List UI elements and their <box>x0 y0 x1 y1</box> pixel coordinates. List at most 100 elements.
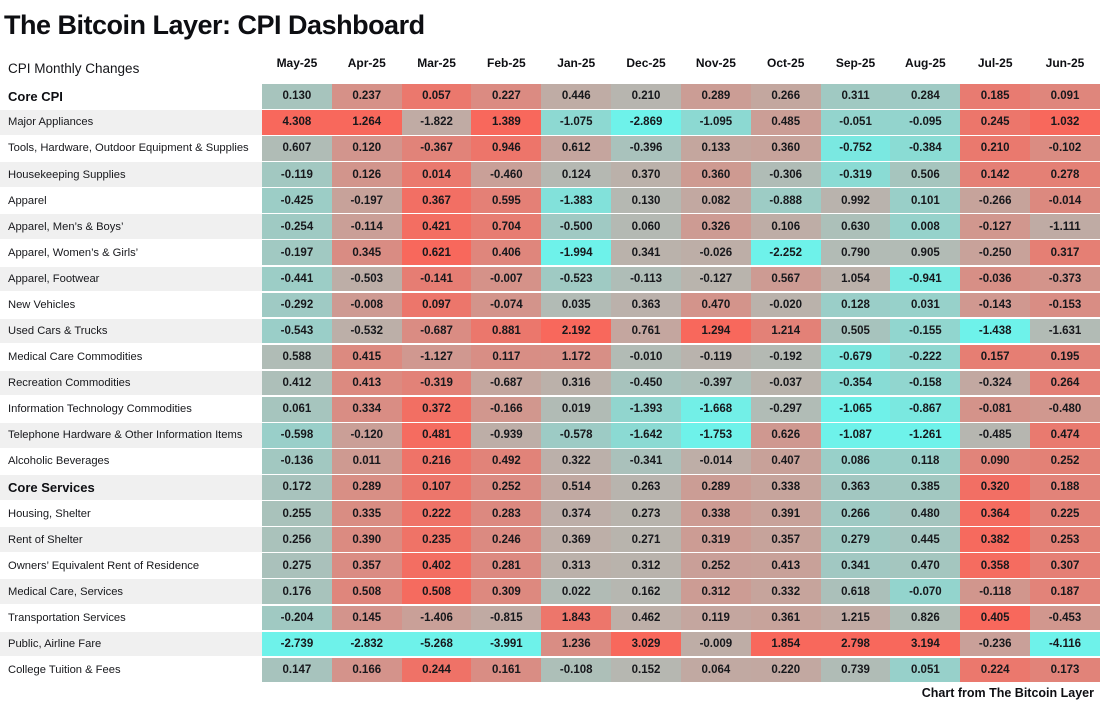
heatmap-cell: 0.618 <box>820 579 891 605</box>
column-header: Jan-25 <box>557 56 596 70</box>
heatmap-cell: 0.130 <box>611 188 681 213</box>
heatmap-cell: -0.319 <box>820 162 891 187</box>
heatmap-cell: 0.210 <box>960 136 1031 161</box>
table-row: Public, Airline Fare -2.739 -2.832 -5.268 -3… <box>0 631 1100 657</box>
heatmap-cell: -1.383 <box>541 188 612 213</box>
heatmap-cell: 0.264 <box>1030 370 1100 396</box>
heatmap-cell: -0.485 <box>960 423 1031 448</box>
heatmap-cell: 0.826 <box>890 605 961 631</box>
heatmap-cell: -0.578 <box>541 423 612 448</box>
column-header: Mar-25 <box>417 56 456 70</box>
heatmap-cell: 0.413 <box>750 553 821 578</box>
heatmap-cell: 0.621 <box>401 240 472 266</box>
row-label: Major Appliances <box>0 110 262 135</box>
heatmap-cell: -0.598 <box>262 423 332 448</box>
heatmap-cell: -0.127 <box>960 214 1031 239</box>
heatmap-cell: 0.364 <box>960 501 1031 526</box>
heatmap-cell: 0.369 <box>541 527 612 552</box>
heatmap-cell: 0.256 <box>262 527 332 552</box>
heatmap-cell: 0.216 <box>401 449 472 474</box>
heatmap-cell: -1.822 <box>401 110 472 135</box>
table-row: Owners’ Equivalent Rent of Residence 0.27… <box>0 553 1100 578</box>
heatmap-cell: 0.508 <box>331 579 402 605</box>
heatmap-cell: -0.815 <box>471 605 542 631</box>
heatmap-cell: 0.761 <box>611 318 681 344</box>
heatmap-cell: 0.237 <box>331 84 402 109</box>
heatmap-cell: -0.292 <box>262 292 332 318</box>
heatmap-cell: -2.869 <box>611 110 681 135</box>
heatmap-cell: 0.607 <box>262 136 332 161</box>
heatmap-cell: -0.523 <box>541 266 612 292</box>
heatmap-cell: -1.642 <box>611 423 681 448</box>
heatmap-cell: 0.147 <box>262 657 332 683</box>
column-header: Feb-25 <box>487 56 526 70</box>
heatmap-cell: -0.108 <box>541 657 612 683</box>
heatmap-cell: 1.389 <box>471 110 542 135</box>
row-label: Tools, Hardware, Outdoor Equipment & Sup… <box>8 142 249 155</box>
heatmap-cell: -0.166 <box>471 396 542 422</box>
heatmap-cell: 0.246 <box>471 527 542 552</box>
heatmap-cell: -1.261 <box>890 423 961 448</box>
heatmap-cell: 0.119 <box>680 605 751 631</box>
heatmap-cell: 0.357 <box>750 527 821 552</box>
heatmap-cell: 0.338 <box>680 501 751 526</box>
row-label: New Vehicles <box>8 298 76 311</box>
row-label: Used Cars & Trucks <box>0 318 262 344</box>
heatmap-cell: 0.402 <box>401 553 472 578</box>
heatmap-cell: -0.752 <box>820 136 891 161</box>
heatmap-cell: -0.136 <box>262 449 332 474</box>
heatmap-cell: 0.630 <box>820 214 891 239</box>
heatmap-cell: 0.332 <box>750 579 821 605</box>
heatmap-cell: -0.250 <box>960 240 1031 266</box>
heatmap-cell: -0.306 <box>750 162 821 187</box>
heatmap-cell: -0.396 <box>611 136 681 161</box>
heatmap-cell: 0.166 <box>331 657 402 683</box>
heatmap-cell: 0.316 <box>541 370 612 396</box>
heatmap-cell: 0.086 <box>820 449 891 474</box>
heatmap-cell: -0.081 <box>960 396 1031 422</box>
heatmap-cell: 0.567 <box>750 266 821 292</box>
heatmap-cell: 0.253 <box>1030 527 1100 552</box>
heatmap-cell: 0.152 <box>611 657 681 683</box>
heatmap-cell: -1.393 <box>611 396 681 422</box>
heatmap-cell: 0.311 <box>820 84 891 109</box>
heatmap-cell: 0.124 <box>541 162 612 187</box>
heatmap-cell: 0.326 <box>680 214 751 239</box>
row-label: Apparel <box>8 194 47 207</box>
heatmap-cell: 0.142 <box>960 162 1031 187</box>
heatmap-cell: 0.470 <box>680 292 751 318</box>
heatmap-cell: 0.252 <box>1030 449 1100 474</box>
heatmap-cell: -0.114 <box>331 214 402 239</box>
heatmap-cell: 0.514 <box>541 475 612 500</box>
row-label: Information Technology Commodities <box>8 403 192 416</box>
heatmap-cell: 0.391 <box>750 501 821 526</box>
heatmap-cell: -1.668 <box>680 396 751 422</box>
column-header: Apr-25 <box>347 56 386 70</box>
column-header: Jul-25 <box>977 56 1013 70</box>
heatmap-cell: 0.225 <box>1030 501 1100 526</box>
heatmap-cell: -0.354 <box>820 370 891 396</box>
heatmap-cell: 0.992 <box>820 188 891 213</box>
heatmap-cell: 1.054 <box>820 266 891 292</box>
heatmap-cell: -0.341 <box>611 449 681 474</box>
table-row: Medical Care Commodities 0.588 0.415 -1.127… <box>0 344 1100 370</box>
heatmap-cell: 0.480 <box>890 501 961 526</box>
heatmap-cell: -0.118 <box>960 579 1031 605</box>
heatmap-cell: 0.275 <box>262 553 332 578</box>
heatmap-cell: 1.172 <box>541 344 612 370</box>
heatmap-cell: 0.358 <box>960 553 1031 578</box>
heatmap-cell: 0.273 <box>611 501 681 526</box>
heatmap-cell: -0.687 <box>471 370 542 396</box>
heatmap-cell: 0.790 <box>820 240 891 266</box>
heatmap-cell: 0.338 <box>750 475 821 500</box>
heatmap-cell: 0.363 <box>611 292 681 318</box>
heatmap-cell: -0.460 <box>471 162 542 187</box>
heatmap-cell: 0.739 <box>820 657 891 683</box>
heatmap-cell: 0.405 <box>960 605 1031 631</box>
row-label: Apparel, Women’s & Girls’ <box>8 246 139 259</box>
heatmap-cell: 0.946 <box>471 136 542 161</box>
heatmap-cell: 0.278 <box>1030 162 1100 187</box>
heatmap-cell: 0.357 <box>331 553 402 578</box>
heatmap-cell: 0.505 <box>820 318 891 344</box>
heatmap-cell: 0.446 <box>541 84 612 109</box>
